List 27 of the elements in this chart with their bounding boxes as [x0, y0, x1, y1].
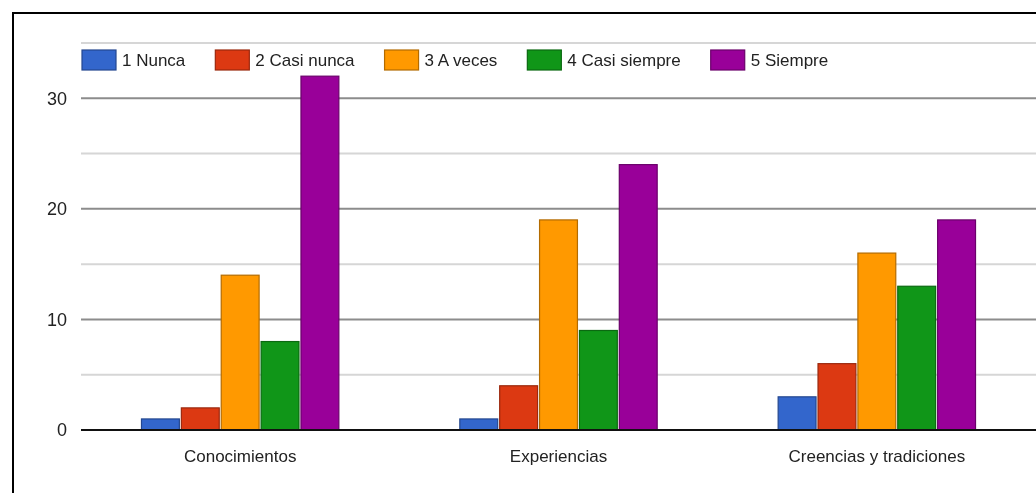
bar	[578, 329, 618, 431]
y-tick-label: 20	[46, 199, 67, 220]
y-tick-label: 10	[46, 309, 67, 330]
legend-label: 1 Nunca	[122, 51, 186, 70]
x-tick-label: Conocimientos	[183, 447, 297, 467]
bar	[499, 385, 539, 431]
bar	[897, 285, 937, 431]
bar	[260, 340, 300, 431]
bar	[857, 252, 897, 431]
bar	[140, 418, 180, 431]
bar	[459, 418, 499, 431]
legend-label: 5 Siempre	[750, 51, 829, 70]
bar	[538, 219, 579, 431]
y-tick-label: 0	[56, 420, 67, 441]
bar	[220, 274, 260, 431]
bar	[180, 407, 220, 431]
legend-label: 4 Casi siempre	[567, 51, 681, 70]
x-tick-label: Experiencias	[509, 447, 608, 467]
x-tick-label: Creencias y tradiciones	[788, 447, 966, 467]
legend-label: 3 A veces	[424, 51, 498, 70]
bar	[300, 75, 340, 431]
bar	[937, 219, 977, 431]
bar	[817, 363, 857, 431]
bar	[777, 396, 817, 431]
y-tick-label: 30	[46, 88, 67, 109]
bar	[618, 164, 658, 431]
legend-label: 2 Casi nunca	[255, 51, 356, 70]
